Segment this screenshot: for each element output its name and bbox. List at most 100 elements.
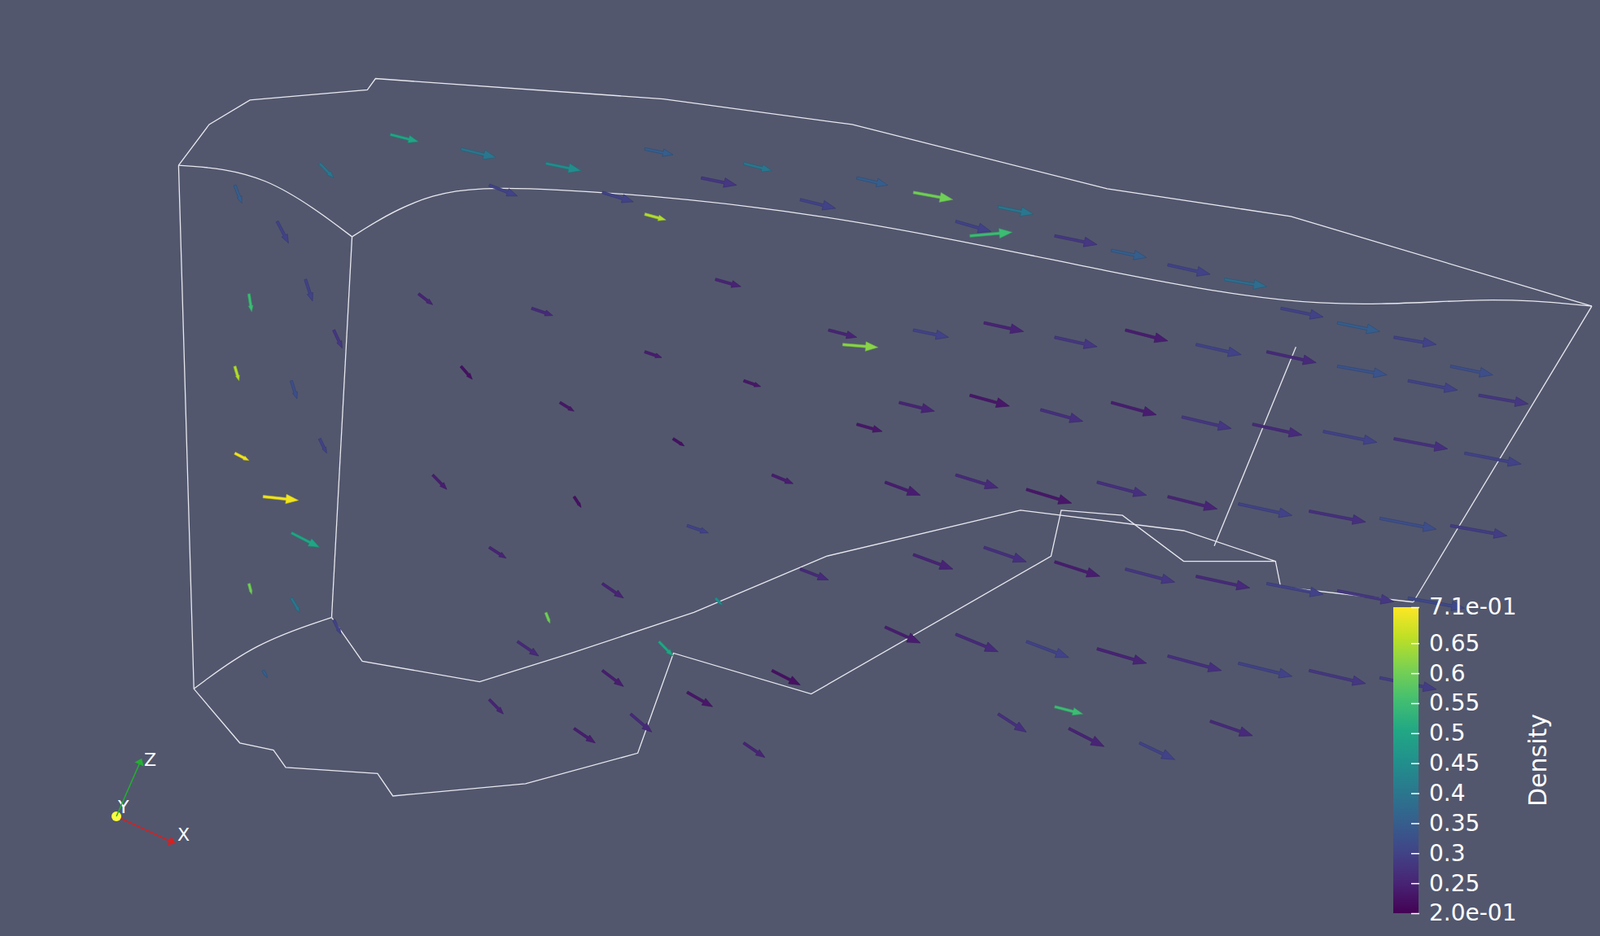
vector-glyph	[629, 712, 652, 732]
vector-glyph	[389, 133, 419, 144]
vector-glyph	[247, 293, 254, 312]
tick-mark	[1411, 822, 1420, 825]
vector-glyph	[1054, 234, 1098, 247]
colorbar-axis-line	[1420, 607, 1429, 914]
outline-edge	[178, 165, 352, 237]
glyphs	[233, 133, 1529, 761]
tick-label: 0.4	[1429, 779, 1466, 807]
vector-glyph	[644, 350, 662, 359]
triad-label: X	[177, 824, 190, 845]
tick-label: 7.1e-01	[1429, 593, 1517, 621]
vector-glyph	[304, 279, 314, 302]
vector-glyph	[955, 633, 999, 652]
figure: 7.1e-010.650.60.550.50.450.40.350.30.252…	[0, 0, 1600, 936]
orientation-triad: XYZ	[111, 749, 190, 845]
vector-glyph	[247, 583, 253, 595]
vector-glyph	[559, 401, 574, 411]
tick-mark	[1411, 883, 1420, 885]
vector-glyph	[800, 198, 836, 210]
outline	[178, 78, 1592, 796]
outline-edge	[193, 617, 332, 690]
vector-glyph	[233, 366, 240, 381]
vector-glyph	[572, 727, 595, 744]
colorbar-axis: 7.1e-010.650.60.550.50.450.40.350.30.252…	[1411, 593, 1517, 927]
vector-glyph	[233, 184, 242, 204]
triad-cone	[166, 836, 175, 846]
tick-label: 0.6	[1429, 660, 1466, 687]
tick: 0.35	[1411, 809, 1480, 837]
vector-glyph	[700, 176, 737, 188]
vector-glyph	[1266, 350, 1316, 365]
vector-glyph	[1026, 488, 1072, 505]
tick-mark	[1411, 792, 1420, 795]
vector-glyph	[1337, 589, 1395, 604]
tick-label: 0.25	[1429, 869, 1480, 897]
vector-glyph	[842, 341, 879, 352]
tick-label: 0.5	[1429, 719, 1466, 747]
vector-glyph	[644, 213, 666, 222]
triad-label: Z	[144, 749, 157, 770]
vector-glyph	[1040, 408, 1084, 423]
vector-glyph	[657, 640, 674, 656]
tick-mark	[1411, 913, 1420, 915]
vector-glyph	[1478, 393, 1529, 407]
tick: 0.45	[1411, 749, 1480, 777]
vector-glyph	[488, 698, 504, 714]
vector-glyph	[983, 546, 1028, 563]
vector-glyph	[1407, 379, 1458, 393]
triad-axis	[116, 816, 170, 841]
outline-edge	[1413, 306, 1592, 603]
tick-label: 0.45	[1429, 749, 1480, 777]
vector-glyph	[715, 278, 742, 288]
vector-glyph	[290, 531, 320, 547]
colorbar	[1393, 607, 1419, 914]
vector-glyph	[601, 582, 624, 599]
vector-glyph	[602, 191, 634, 203]
vector-glyph	[318, 437, 327, 454]
vector-glyph	[1337, 364, 1387, 377]
vector-glyph	[1308, 509, 1366, 525]
vector-glyph	[516, 640, 539, 656]
vector-glyph	[275, 220, 289, 243]
vector-glyph	[332, 329, 343, 349]
vector-glyph	[997, 712, 1028, 733]
vector-glyph	[997, 205, 1034, 217]
vector-glyph	[1464, 451, 1522, 467]
vector-glyph	[714, 597, 723, 606]
vector-glyph	[1308, 668, 1366, 686]
tick-mark	[1411, 673, 1420, 675]
outline-edge	[352, 187, 1592, 307]
outline-edge	[331, 236, 352, 618]
tick-mark	[1411, 762, 1420, 765]
vector-glyph	[1124, 328, 1168, 343]
tick-label: 0.35	[1429, 809, 1480, 837]
vector-glyph	[913, 553, 954, 570]
tick-mark	[1411, 733, 1420, 735]
tick: 0.65	[1411, 629, 1480, 657]
vector-glyph	[1195, 575, 1250, 591]
vector-glyph	[771, 668, 800, 685]
vector-glyph	[488, 546, 507, 559]
vector-glyph	[572, 495, 582, 508]
vector-glyph	[1124, 568, 1175, 584]
vector-glyph	[743, 741, 766, 757]
vector-glyph	[898, 401, 935, 413]
vector-glyph	[884, 480, 921, 496]
vector-glyph	[1138, 741, 1175, 760]
outline-edge	[178, 165, 1413, 796]
vector-glyph	[983, 321, 1024, 334]
vector-glyph	[1337, 321, 1380, 334]
tick: 7.1e-01	[1411, 593, 1517, 621]
vector-glyph	[234, 451, 250, 460]
tick-mark	[1411, 607, 1420, 609]
vector-glyph	[262, 669, 268, 678]
vector-glyph	[1181, 415, 1232, 431]
vector-glyph	[1054, 336, 1098, 350]
tick-mark	[1411, 642, 1420, 645]
vector-glyph	[1167, 654, 1221, 672]
vector-glyph	[1053, 560, 1100, 578]
tick-label: 0.65	[1429, 629, 1480, 657]
vector-glyph	[1450, 524, 1508, 538]
tick: 0.5	[1411, 719, 1466, 747]
vector-glyph	[969, 393, 1010, 408]
